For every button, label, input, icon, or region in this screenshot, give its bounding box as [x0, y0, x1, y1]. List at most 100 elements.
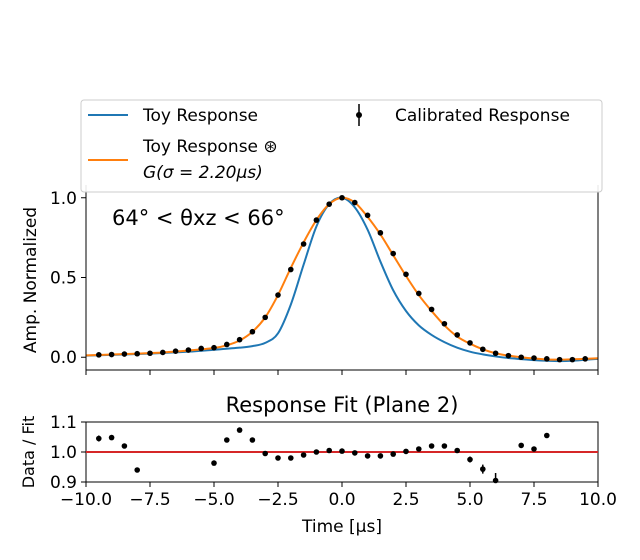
residual-point [326, 447, 333, 454]
main-y-tick-label: 1.0 [50, 189, 77, 209]
calibrated-point [262, 314, 269, 321]
angle-annotation: 64° < θxz < 66° [112, 206, 285, 230]
residual-y-tick-label: 0.9 [50, 473, 77, 493]
calibrated-point [492, 350, 499, 357]
residual-x-tick-label: −7.5 [129, 490, 170, 510]
calibrated-point [147, 350, 153, 357]
calibrated-point [454, 332, 461, 338]
residual-point [288, 455, 294, 461]
residual-point [403, 448, 409, 455]
residual-point [377, 453, 384, 459]
residual-x-tick-label: 2.5 [392, 490, 419, 510]
main-y-axis-label: Amp. Normalized [21, 207, 41, 353]
legend: Toy Response Toy Response ⊛ G(σ = 2.20μs… [80, 99, 603, 193]
calibrated-point [582, 356, 588, 362]
main-panel: 0.0 0.5 1.0 Amp. Normalized 64° < θxz < 66… [21, 185, 599, 375]
residual-point [313, 449, 320, 455]
calibrated-point [428, 306, 435, 313]
residual-y-tick-label: 1.1 [50, 413, 77, 433]
residual-x-tick-label: 7.5 [520, 490, 547, 510]
residual-x-tick-label: 0.0 [328, 490, 355, 510]
calibrated-point [121, 351, 128, 357]
calibrated-point [480, 346, 486, 353]
calibrated-point [198, 345, 204, 352]
calibrated-point [275, 292, 281, 298]
residual-point [364, 453, 371, 459]
calibrated-point [352, 199, 358, 206]
residual-point [249, 437, 256, 443]
calibrated-point [313, 217, 320, 223]
residual-x-axis-label: Time [μs] [301, 517, 382, 537]
calibrated-point [288, 266, 294, 273]
calibrated-point [531, 355, 537, 361]
residual-point [416, 446, 422, 452]
calibrated-point [390, 250, 397, 257]
residual-point [428, 443, 435, 449]
residual-point [121, 443, 128, 449]
residual-point [492, 477, 499, 484]
calibrated-point [403, 271, 409, 278]
residual-point [441, 443, 448, 449]
legend-label-calibrated: Calibrated Response [395, 106, 570, 126]
residual-point [390, 451, 397, 457]
residual-x-tick-label: 10.0 [579, 490, 617, 510]
residual-point [480, 466, 486, 472]
calibrated-point [185, 347, 192, 353]
residual-point [275, 455, 281, 461]
residual-point [134, 467, 140, 473]
residual-x-tick-label: 5.0 [456, 490, 483, 510]
calibrated-point [505, 352, 512, 359]
residual-y-tick-label: 1.0 [50, 443, 77, 463]
residual-point [531, 446, 537, 452]
calibrated-point [441, 320, 448, 327]
legend-label-toy-conv: Toy Response ⊛ [142, 137, 278, 157]
legend-errorbar-marker [356, 112, 362, 118]
calibrated-point [416, 290, 422, 297]
residual-point [352, 450, 358, 456]
annotation-text: 64° < θxz < 66° [112, 206, 285, 230]
residual-x-tick-label: −2.5 [257, 490, 298, 510]
residual-point [544, 432, 550, 439]
main-y-tick-label: 0.5 [50, 269, 77, 289]
residual-y-axis-label: Data / Fit [19, 416, 38, 489]
calibrated-point [172, 348, 179, 354]
calibrated-point [556, 356, 563, 363]
calibrated-point [377, 230, 384, 236]
calibrated-point [249, 328, 256, 335]
calibrated-point [134, 350, 140, 357]
main-y-tick-label: 0.0 [50, 348, 77, 368]
residual-point [211, 460, 217, 466]
residual-point [262, 450, 269, 457]
residual-x-tick-label: −10.0 [60, 490, 112, 510]
calibrated-point [569, 356, 576, 363]
calibrated-point [339, 194, 345, 201]
residual-point [236, 427, 243, 433]
residual-point [454, 447, 461, 454]
main-plot-area [86, 185, 598, 370]
toy-response-line [85, 196, 599, 363]
residual-panel: Response Fit (Plane 2) 0.9 1.0 1.1 −10.0 −7… [19, 393, 617, 537]
residual-point [518, 442, 524, 449]
calibrated-point [364, 212, 371, 219]
calibrated-point [544, 356, 550, 362]
residual-point [300, 452, 307, 458]
residual-point [467, 456, 473, 463]
calibrated-point [326, 201, 333, 207]
legend-label-toy: Toy Response [142, 106, 258, 126]
calibrated-point [300, 241, 307, 247]
legend-frame [80, 99, 603, 193]
calibrated-point [96, 352, 102, 358]
calibrated-point [108, 351, 115, 358]
calibrated-point [160, 349, 166, 356]
calibrated-point [518, 354, 524, 361]
residual-point [108, 434, 115, 441]
residual-point [339, 448, 345, 454]
calibrated-point [211, 344, 217, 351]
calibrated-point [236, 336, 243, 343]
residual-point [224, 437, 230, 443]
calibrated-point [467, 340, 473, 346]
legend-label-toy-conv-line2: G(σ = 2.20μs) [143, 163, 263, 183]
calibrated-point [224, 341, 230, 348]
residual-title: Response Fit (Plane 2) [226, 393, 459, 417]
